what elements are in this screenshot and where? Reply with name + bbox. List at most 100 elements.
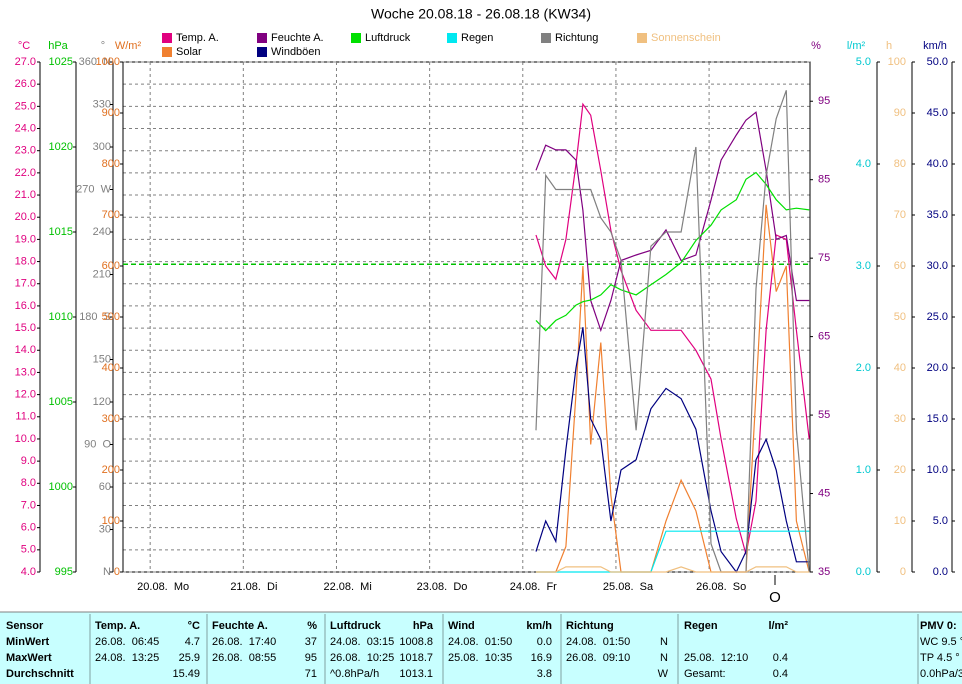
y-tick-label: 60 [99,481,111,493]
legend-label: Sonnenschein [651,32,721,44]
x-tick-label: 24.08. Fr [510,581,557,593]
table-cell: % [307,620,317,632]
series-line [535,327,810,574]
axis-unit: W/m² [115,40,142,52]
table-cell: MaxWert [6,652,52,664]
y-tick-label: 80 [894,158,906,170]
y-tick-label: 17.0 [15,278,36,290]
table-cell: 26.08. 06:45 [95,636,159,648]
y-tick-label: 13.0 [15,366,36,378]
table-cell: 16.9 [531,652,552,664]
x-tick-label: 25.08. Sa [603,581,654,593]
table-cell: Wind [448,620,475,632]
series-line [535,111,810,333]
y-tick-label: 100 [102,515,120,527]
table-cell: °C [188,620,200,632]
y-tick-label: 8.0 [21,477,36,489]
y-tick-label: 20.0 [15,211,36,223]
y-tick-label: 1000 [96,56,120,68]
y-tick-label: 22.0 [15,167,36,179]
y-tick-label: 0.0 [933,566,948,578]
y-tick-label: 16.0 [15,300,36,312]
y-tick-label: 35.0 [927,209,948,221]
x-tick-label: 21.08. Di [230,581,277,593]
y-tick-label: 360 N [79,56,111,68]
y-tick-label: 11.0 [15,411,36,423]
table-cell: 4.7 [185,636,200,648]
y-tick-label: 7.0 [21,499,36,511]
y-tick-label: 500 [102,311,120,323]
table-cell: 24.08. 03:15 [330,636,394,648]
y-tick-label: 100 [888,56,906,68]
table-cell: TP 4.5 ° [920,652,960,664]
y-tick-label: 1015 [49,226,73,238]
table-cell: 25.08. 10:35 [448,652,512,664]
x-tick-label: 20.08. Mo [137,581,189,593]
y-tick-label: 65 [818,331,830,343]
y-tick-label: 5.0 [21,544,36,556]
y-tick-label: 50 [894,311,906,323]
y-tick-label: 40 [894,362,906,374]
stats-table [0,612,962,684]
legend-label: Temp. A. [176,32,219,44]
y-tick-label: 10 [894,515,906,527]
series-line [535,90,810,573]
y-tick-label: 45 [818,487,830,499]
table-cell: 26.08. 09:10 [566,652,630,664]
axis-unit: l/m² [847,40,866,52]
table-cell: Feuchte A. [212,620,268,632]
table-cell: 37 [305,636,317,648]
table-cell: Gesamt: [684,668,726,680]
y-tick-label: 35 [818,566,830,578]
table-cell: 0.4 [773,652,788,664]
y-tick-label: 25.0 [927,311,948,323]
axis-unit: h [886,40,892,52]
y-tick-label: 15.0 [15,322,36,334]
table-cell: 71 [305,668,317,680]
legend-swatch [257,47,267,57]
y-tick-label: 14.0 [15,344,36,356]
axis-unit: °C [18,40,30,52]
y-tick-label: 30 [99,523,111,535]
table-cell: 1013.1 [399,668,433,680]
table-cell: hPa [413,620,434,632]
y-tick-label: 1000 [49,481,73,493]
y-tick-label: 15.0 [927,413,948,425]
table-cell: 24.08. 13:25 [95,652,159,664]
series-line [536,204,810,573]
y-tick-label: 270 W [76,183,111,195]
axis-unit: hPa [48,40,68,52]
y-tick-label: 21.0 [15,189,36,201]
table-cell: km/h [526,620,552,632]
y-tick-label: 120 [93,396,111,408]
y-tick-label: 26.0 [15,78,36,90]
y-tick-label: 50.0 [927,56,948,68]
series-line [535,171,810,332]
table-cell: PMV 0: [920,620,957,632]
y-tick-label: 19.0 [15,233,36,245]
table-cell: 1018.7 [399,652,433,664]
y-tick-label: 90 [894,107,906,119]
x-tick-label: 23.08. Do [417,581,468,593]
table-cell: l/m² [768,620,788,632]
table-cell: 25.9 [179,652,200,664]
plot-area [122,61,811,573]
table-cell: MinWert [6,636,50,648]
y-tick-label: N [103,566,111,578]
y-tick-label: 18.0 [15,255,36,267]
legend-label: Windböen [271,46,321,58]
y-tick-label: 1025 [49,56,73,68]
table-cell: Luftdruck [330,620,382,632]
table-cell: 15.49 [172,668,200,680]
table-cell: 25.08. 12:10 [684,652,748,664]
legend-label: Richtung [555,32,598,44]
table-cell: 24.08. 01:50 [448,636,512,648]
y-tick-label: 75 [818,252,830,264]
table-cell: 24.08. 01:50 [566,636,630,648]
y-tick-label: 60 [894,260,906,272]
legend-label: Luftdruck [365,32,411,44]
table-cell: Temp. A. [95,620,140,632]
y-tick-label: 40.0 [927,158,948,170]
y-tick-label: 12.0 [15,389,36,401]
axis-unit: % [811,40,821,52]
